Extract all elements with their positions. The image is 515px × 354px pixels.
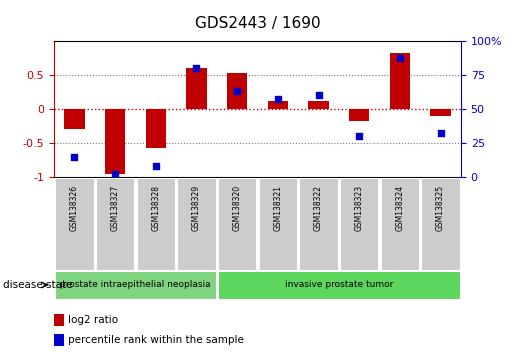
Point: [355, 133, 363, 139]
Bar: [218, 178, 256, 270]
Text: GSM138328: GSM138328: [151, 184, 160, 230]
Bar: [105, 109, 125, 173]
Text: GSM138329: GSM138329: [192, 184, 201, 230]
Text: prostate intraepithelial neoplasia: prostate intraepithelial neoplasia: [60, 280, 211, 290]
Point: [274, 97, 282, 102]
Bar: [186, 68, 207, 109]
Text: log2 ratio: log2 ratio: [68, 315, 118, 325]
Bar: [259, 178, 297, 270]
Text: GSM138324: GSM138324: [396, 184, 404, 230]
Bar: [55, 271, 216, 299]
Bar: [96, 178, 134, 270]
Bar: [299, 178, 338, 270]
Bar: [146, 109, 166, 148]
Point: [314, 92, 322, 98]
Bar: [54, 334, 64, 346]
Point: [396, 56, 404, 61]
Point: [111, 171, 119, 177]
Point: [436, 131, 444, 136]
Bar: [55, 178, 94, 270]
Text: disease state: disease state: [3, 280, 72, 290]
Bar: [54, 314, 64, 326]
Point: [70, 154, 78, 159]
Text: GSM138327: GSM138327: [111, 184, 119, 230]
Point: [233, 88, 241, 94]
Text: invasive prostate tumor: invasive prostate tumor: [285, 280, 393, 290]
Bar: [268, 101, 288, 109]
Text: GDS2443 / 1690: GDS2443 / 1690: [195, 16, 320, 31]
Bar: [308, 101, 329, 109]
Bar: [340, 178, 379, 270]
Text: GSM138323: GSM138323: [355, 184, 364, 230]
Text: GSM138321: GSM138321: [273, 184, 282, 230]
Bar: [381, 178, 419, 270]
Bar: [431, 109, 451, 116]
Bar: [421, 178, 460, 270]
Text: GSM138325: GSM138325: [436, 184, 445, 230]
Bar: [136, 178, 175, 270]
Text: percentile rank within the sample: percentile rank within the sample: [68, 335, 244, 345]
Point: [151, 163, 160, 169]
Bar: [390, 53, 410, 109]
Text: GSM138320: GSM138320: [233, 184, 242, 230]
Bar: [218, 271, 460, 299]
Bar: [349, 109, 369, 121]
Point: [192, 65, 200, 71]
Bar: [177, 178, 216, 270]
Text: GSM138322: GSM138322: [314, 184, 323, 230]
Bar: [227, 73, 247, 109]
Bar: [64, 109, 84, 129]
Text: GSM138326: GSM138326: [70, 184, 79, 230]
